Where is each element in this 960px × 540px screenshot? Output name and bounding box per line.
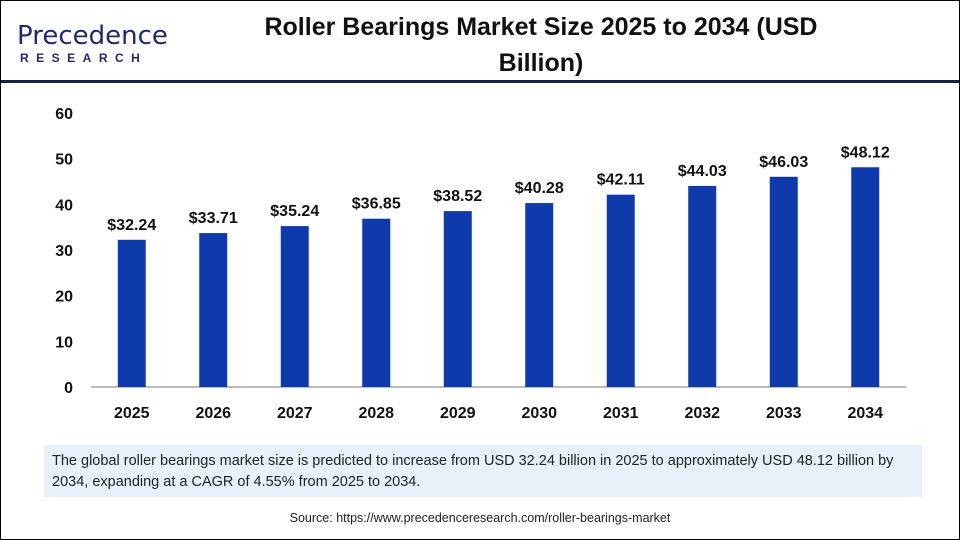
- y-tick-label: 10: [55, 334, 73, 351]
- bar-2033: [769, 176, 798, 387]
- x-tick-label: 2028: [358, 405, 394, 422]
- source-text: Source: https://www.precedenceresearch.c…: [289, 511, 671, 525]
- logo-line2: RESEARCH: [20, 51, 148, 65]
- data-label-2033: $46.03: [759, 154, 808, 171]
- x-tick-label: 2031: [603, 405, 639, 422]
- y-tick-label: 40: [55, 197, 73, 214]
- y-tick-label: 0: [64, 380, 73, 397]
- header-divider: [1, 80, 959, 83]
- summary-text: The global roller bearings market size i…: [44, 445, 922, 497]
- bar-2030: [525, 203, 554, 387]
- x-tick-label: 2030: [521, 405, 557, 422]
- bar-2027: [280, 226, 309, 387]
- x-tick-label: 2033: [766, 405, 802, 422]
- data-label-2028: $36.85: [352, 196, 401, 213]
- bar-2034: [851, 167, 880, 387]
- data-label-2034: $48.12: [841, 144, 890, 161]
- x-tick-label: 2025: [114, 405, 150, 422]
- bar-2029: [443, 211, 472, 387]
- y-tick-label: 50: [55, 152, 73, 169]
- x-tick-label: 2026: [195, 405, 231, 422]
- x-tick-label: 2029: [440, 405, 476, 422]
- bar-2032: [688, 185, 717, 387]
- chart-title: Roller Bearings Market Size 2025 to 2034…: [264, 13, 818, 77]
- data-label-2026: $33.71: [189, 210, 238, 227]
- data-label-2031: $42.11: [597, 172, 645, 189]
- data-label-2027: $35.24: [270, 203, 319, 220]
- y-tick-label: 30: [55, 243, 73, 260]
- bar-2026: [199, 233, 228, 387]
- x-tick-label: 2034: [847, 405, 883, 422]
- y-tick-label: 60: [55, 106, 73, 123]
- precedence-research-logo: Precedence RESEARCH: [17, 21, 168, 66]
- y-tick-label: 20: [55, 289, 73, 306]
- bar-2025: [117, 239, 146, 387]
- bar-2031: [606, 194, 635, 387]
- bar-2028: [362, 218, 391, 387]
- logo-line1: Precedence: [17, 21, 168, 51]
- x-tick-label: 2032: [684, 405, 720, 422]
- x-tick-label: 2027: [277, 405, 313, 422]
- data-label-2025: $32.24: [107, 217, 156, 234]
- bar-chart: 0102030405060$32.242025$33.712026$35.242…: [55, 106, 906, 422]
- data-label-2029: $38.52: [433, 188, 482, 205]
- data-label-2032: $44.03: [678, 163, 727, 180]
- data-label-2030: $40.28: [515, 180, 564, 197]
